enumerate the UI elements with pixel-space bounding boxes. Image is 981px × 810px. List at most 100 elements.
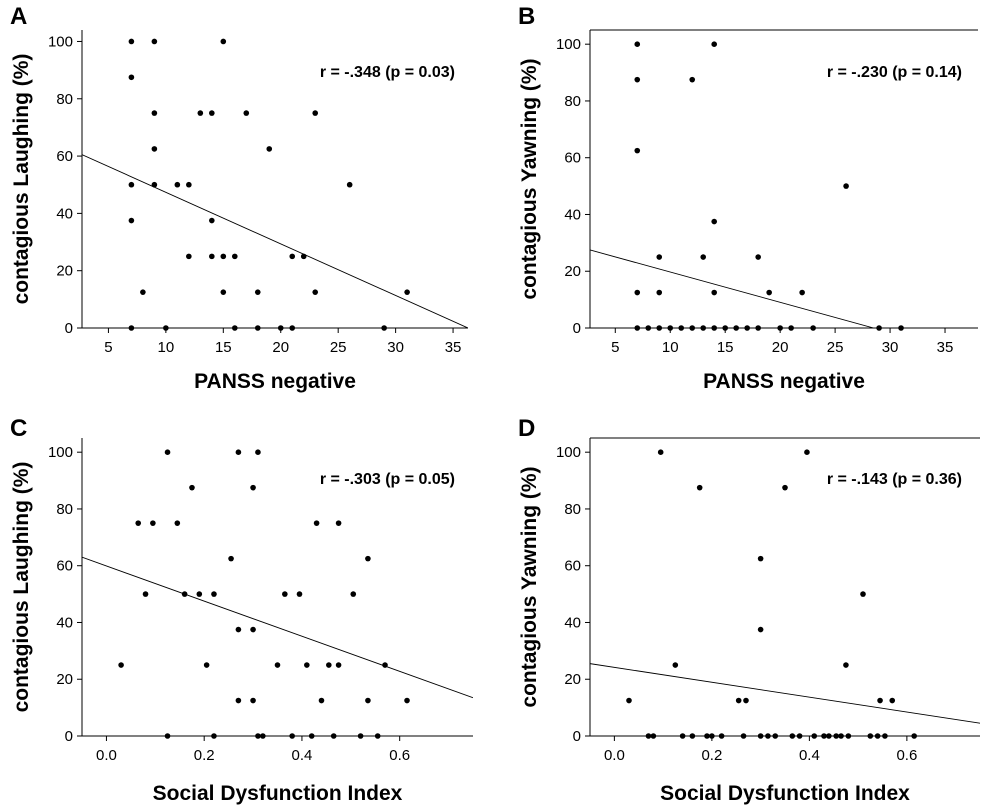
data-point xyxy=(346,181,353,188)
y-tick-label: 40 xyxy=(56,614,73,631)
data-point xyxy=(151,181,158,188)
data-point xyxy=(250,484,256,491)
x-tick-label: 15 xyxy=(215,339,232,356)
data-point xyxy=(254,289,261,295)
data-point xyxy=(650,733,657,739)
data-point xyxy=(657,449,664,455)
correlation-annotation: r = -.303 (p = 0.05) xyxy=(320,471,455,488)
y-tick-label: 80 xyxy=(564,501,581,518)
data-point xyxy=(128,74,135,81)
data-point xyxy=(374,733,381,739)
data-point xyxy=(634,147,641,154)
data-point xyxy=(365,555,371,562)
data-point xyxy=(757,733,764,739)
data-point xyxy=(312,289,319,295)
data-point xyxy=(128,325,135,331)
data-point xyxy=(335,520,342,526)
data-point xyxy=(689,733,696,739)
data-point xyxy=(911,733,917,739)
data-point xyxy=(672,662,679,668)
data-point xyxy=(656,325,663,331)
data-point xyxy=(174,181,181,188)
data-point xyxy=(254,325,261,331)
data-point xyxy=(282,591,288,597)
panel-b: B 0 20 40 60 80 100 5 10 15 20 25 30 35 PANSS negative… xyxy=(518,3,978,393)
x-tick-label: 25 xyxy=(827,339,844,356)
data-point xyxy=(833,733,839,739)
data-point xyxy=(700,325,707,331)
data-point xyxy=(656,289,663,296)
data-point xyxy=(151,38,158,45)
data-point xyxy=(296,591,303,597)
data-point xyxy=(231,253,238,260)
data-point xyxy=(796,733,803,739)
x-tick-label: 5 xyxy=(104,339,112,356)
x-tick-label: 0.4 xyxy=(292,747,313,764)
data-point xyxy=(743,697,749,704)
fit-line xyxy=(82,556,473,699)
data-point xyxy=(867,733,874,739)
x-tick-label: 30 xyxy=(882,339,899,356)
data-point xyxy=(645,733,652,739)
data-point xyxy=(877,697,883,704)
data-point xyxy=(250,626,256,633)
y-tick-label: 0 xyxy=(573,728,581,745)
data-point xyxy=(318,697,325,704)
panel-letter: A xyxy=(10,3,27,30)
data-point xyxy=(150,520,156,526)
data-point xyxy=(235,626,242,633)
data-point xyxy=(300,253,307,260)
data-point xyxy=(128,38,135,45)
data-point xyxy=(757,555,764,562)
data-point xyxy=(876,325,882,331)
panel-a: A 0 20 40 60 80 100 5 10 15 20 25 30 35 PANSS negative… xyxy=(10,3,468,393)
y-tick-label: 100 xyxy=(48,444,73,461)
y-tick-label: 60 xyxy=(564,558,581,575)
data-point xyxy=(678,325,685,331)
y-tick-label: 20 xyxy=(564,671,581,688)
data-point xyxy=(845,733,852,739)
data-point xyxy=(266,146,273,152)
data-point xyxy=(277,325,284,331)
x-tick-label: 20 xyxy=(772,339,789,356)
panel-letter: D xyxy=(518,415,535,442)
data-point xyxy=(843,183,849,189)
data-point xyxy=(151,110,158,116)
data-point xyxy=(211,733,217,739)
x-axis-title: Social Dysfunction Index xyxy=(153,782,403,805)
data-point xyxy=(898,325,904,331)
x-tick-label: 25 xyxy=(330,339,347,356)
data-point xyxy=(164,733,171,739)
data-point xyxy=(634,76,641,83)
data-point xyxy=(757,626,764,633)
data-point xyxy=(810,325,816,331)
x-axis-title: Social Dysfunction Index xyxy=(660,782,910,805)
y-tick-label: 80 xyxy=(56,91,73,108)
data-point xyxy=(777,325,783,331)
data-point xyxy=(312,110,319,116)
data-point xyxy=(733,325,739,331)
data-point xyxy=(804,449,810,455)
data-point xyxy=(755,254,761,260)
data-point xyxy=(826,733,832,739)
data-point xyxy=(289,253,296,260)
data-point xyxy=(382,662,388,668)
data-point xyxy=(209,217,215,224)
x-tick-label: 35 xyxy=(937,339,954,356)
data-point xyxy=(740,733,747,739)
data-point xyxy=(186,181,192,188)
data-point xyxy=(709,733,715,739)
panel-c: C 0 20 40 60 80 100 0.0 0.2 0.4 0.6 Social Dysfunct… xyxy=(10,415,473,805)
data-point xyxy=(711,325,718,331)
data-point xyxy=(196,591,203,597)
data-point xyxy=(163,325,169,331)
data-point xyxy=(289,733,295,739)
data-point xyxy=(350,591,357,597)
data-point xyxy=(860,591,866,597)
y-tick-label: 60 xyxy=(56,148,73,165)
y-tick-label: 0 xyxy=(65,728,73,745)
data-point xyxy=(330,733,337,739)
x-tick-label: 10 xyxy=(662,339,679,356)
y-tick-label: 40 xyxy=(564,614,581,631)
data-point xyxy=(744,325,750,331)
